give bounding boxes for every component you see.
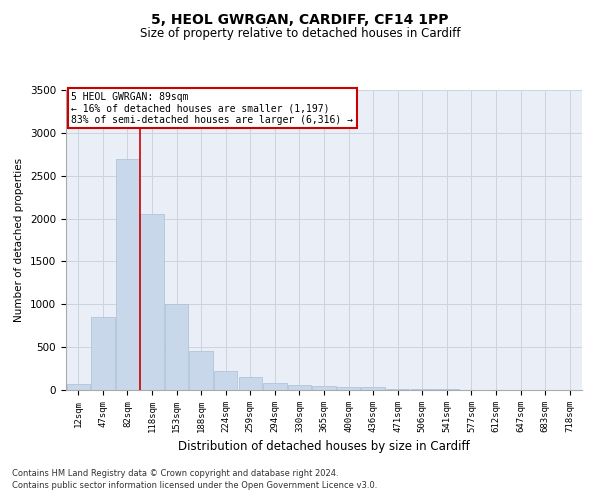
Bar <box>214 371 238 390</box>
Text: 5 HEOL GWRGAN: 89sqm
← 16% of detached houses are smaller (1,197)
83% of semi-de: 5 HEOL GWRGAN: 89sqm ← 16% of detached h… <box>71 92 353 124</box>
Y-axis label: Number of detached properties: Number of detached properties <box>14 158 25 322</box>
Text: Contains public sector information licensed under the Open Government Licence v3: Contains public sector information licen… <box>12 481 377 490</box>
Bar <box>263 383 287 390</box>
Bar <box>386 388 409 390</box>
Bar <box>67 384 90 390</box>
Bar <box>410 389 434 390</box>
Bar <box>239 377 262 390</box>
Text: Size of property relative to detached houses in Cardiff: Size of property relative to detached ho… <box>140 28 460 40</box>
Bar <box>337 386 360 390</box>
X-axis label: Distribution of detached houses by size in Cardiff: Distribution of detached houses by size … <box>178 440 470 454</box>
Bar <box>140 214 164 390</box>
Text: Contains HM Land Registry data © Crown copyright and database right 2024.: Contains HM Land Registry data © Crown c… <box>12 468 338 477</box>
Bar <box>116 158 139 390</box>
Text: 5, HEOL GWRGAN, CARDIFF, CF14 1PP: 5, HEOL GWRGAN, CARDIFF, CF14 1PP <box>151 12 449 26</box>
Bar <box>313 386 335 390</box>
Bar <box>91 317 115 390</box>
Bar <box>190 352 213 390</box>
Bar <box>361 388 385 390</box>
Bar <box>288 385 311 390</box>
Bar <box>165 304 188 390</box>
